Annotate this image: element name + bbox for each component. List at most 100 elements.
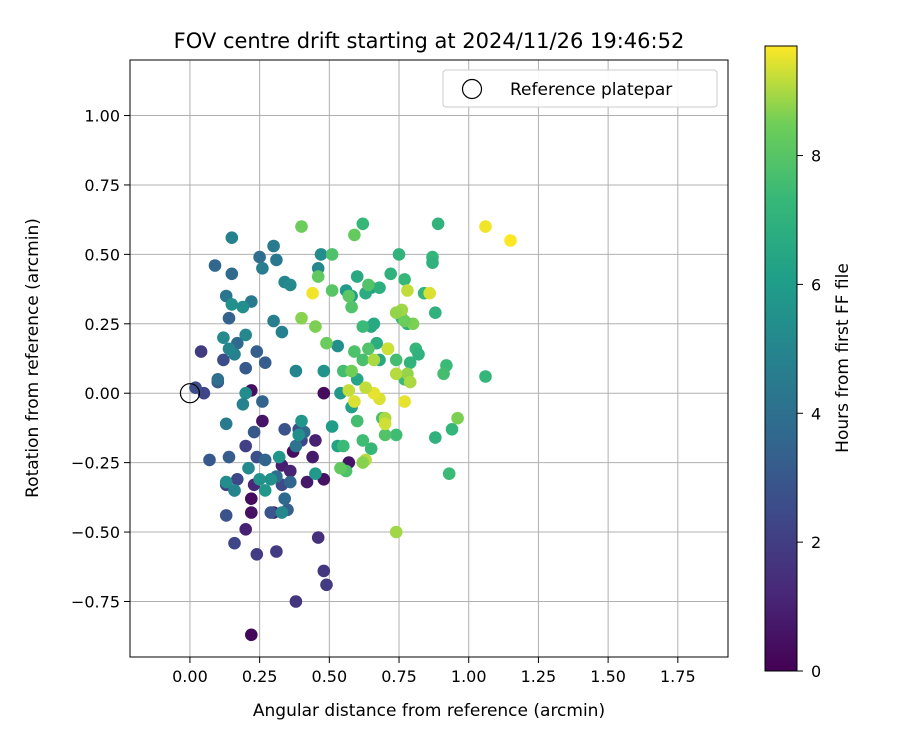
data-point: [309, 434, 322, 447]
data-point: [239, 361, 252, 375]
data-point: [325, 284, 339, 297]
data-point: [389, 428, 403, 442]
data-point: [236, 398, 250, 411]
data-point: [401, 284, 414, 297]
data-point: [451, 411, 464, 425]
data-point: [317, 364, 331, 378]
data-point: [356, 434, 370, 447]
x-tick-label: 1.75: [660, 667, 696, 686]
data-point: [278, 423, 292, 436]
data-point: [256, 414, 269, 428]
data-point: [239, 523, 252, 536]
data-point: [342, 289, 356, 303]
data-point: [317, 564, 331, 578]
data-point: [345, 364, 358, 378]
legend-box: [442, 69, 718, 108]
data-points: [189, 217, 517, 642]
data-point: [211, 373, 225, 386]
x-tick-label: 1.00: [451, 667, 487, 686]
data-point: [295, 414, 308, 428]
data-point: [284, 278, 297, 292]
legend-reference-marker: [461, 78, 483, 100]
data-point: [342, 384, 356, 397]
data-point: [225, 231, 239, 244]
data-point: [317, 386, 331, 400]
data-point: [362, 278, 375, 292]
data-point: [309, 320, 322, 333]
data-point: [325, 420, 339, 433]
data-point: [217, 353, 230, 367]
y-axis-ticks: −0.75 −0.50 −0.25 0.00 0.25 0.50 0.75 1.00: [71, 107, 130, 611]
data-point: [228, 536, 241, 550]
data-point: [429, 431, 442, 444]
legend: Reference platepar: [442, 69, 718, 108]
y-axis-label: Rotation from reference (arcmin): [23, 218, 43, 498]
data-point: [256, 262, 269, 275]
data-point: [356, 320, 370, 333]
colorbar-tick-label: 0: [811, 662, 821, 681]
data-point: [222, 342, 236, 356]
data-point: [203, 453, 216, 467]
data-point: [345, 300, 358, 314]
data-point: [208, 259, 222, 272]
data-point: [258, 453, 272, 467]
data-point: [225, 267, 239, 281]
colorbar-tick-label: 6: [811, 275, 821, 294]
data-point: [384, 267, 398, 281]
data-point: [239, 386, 252, 400]
data-point: [300, 475, 314, 489]
data-point: [356, 217, 370, 231]
data-point: [442, 467, 456, 481]
data-point: [239, 439, 252, 453]
data-point: [219, 509, 233, 522]
data-point: [194, 345, 208, 358]
data-point: [337, 439, 350, 453]
data-point: [256, 395, 269, 408]
x-tick-label: 0.25: [242, 667, 278, 686]
data-point: [325, 248, 339, 261]
data-point: [479, 220, 492, 233]
data-point: [289, 595, 303, 608]
data-point: [378, 417, 392, 431]
data-point: [348, 228, 361, 242]
data-point: [253, 473, 266, 486]
data-point: [245, 506, 258, 519]
data-point: [504, 234, 517, 247]
data-point: [270, 545, 283, 558]
y-tick-label: 1.00: [84, 107, 120, 126]
data-point: [426, 256, 439, 270]
data-point: [242, 461, 255, 475]
data-point: [222, 450, 236, 464]
colorbar-gradient: [764, 45, 798, 672]
data-point: [258, 356, 272, 370]
data-point: [250, 345, 264, 358]
data-point: [350, 270, 364, 283]
colorbar: 0 2 4 6 8 Hours from first FF file: [764, 45, 853, 681]
data-point: [389, 353, 403, 367]
data-point: [219, 475, 233, 489]
data-point: [331, 339, 345, 353]
data-point: [362, 342, 375, 356]
data-point: [275, 325, 289, 339]
colorbar-tick-label: 4: [811, 404, 821, 423]
data-point: [309, 467, 322, 481]
data-point: [412, 348, 425, 361]
y-tick-label: −0.75: [71, 592, 120, 611]
data-point: [267, 314, 280, 328]
data-point: [270, 253, 283, 267]
data-point: [437, 367, 450, 381]
colorbar-ticks: 0 2 4 6 8: [797, 147, 821, 681]
data-point: [348, 345, 361, 358]
x-tick-label: 0.75: [381, 667, 417, 686]
data-point: [292, 428, 306, 442]
x-tick-label: 1.50: [590, 667, 626, 686]
data-point: [389, 525, 403, 539]
data-point: [403, 356, 417, 370]
data-point: [311, 270, 325, 283]
data-point: [445, 423, 459, 436]
plot-frame: [129, 59, 729, 658]
data-point: [423, 286, 437, 300]
data-point: [364, 442, 378, 456]
